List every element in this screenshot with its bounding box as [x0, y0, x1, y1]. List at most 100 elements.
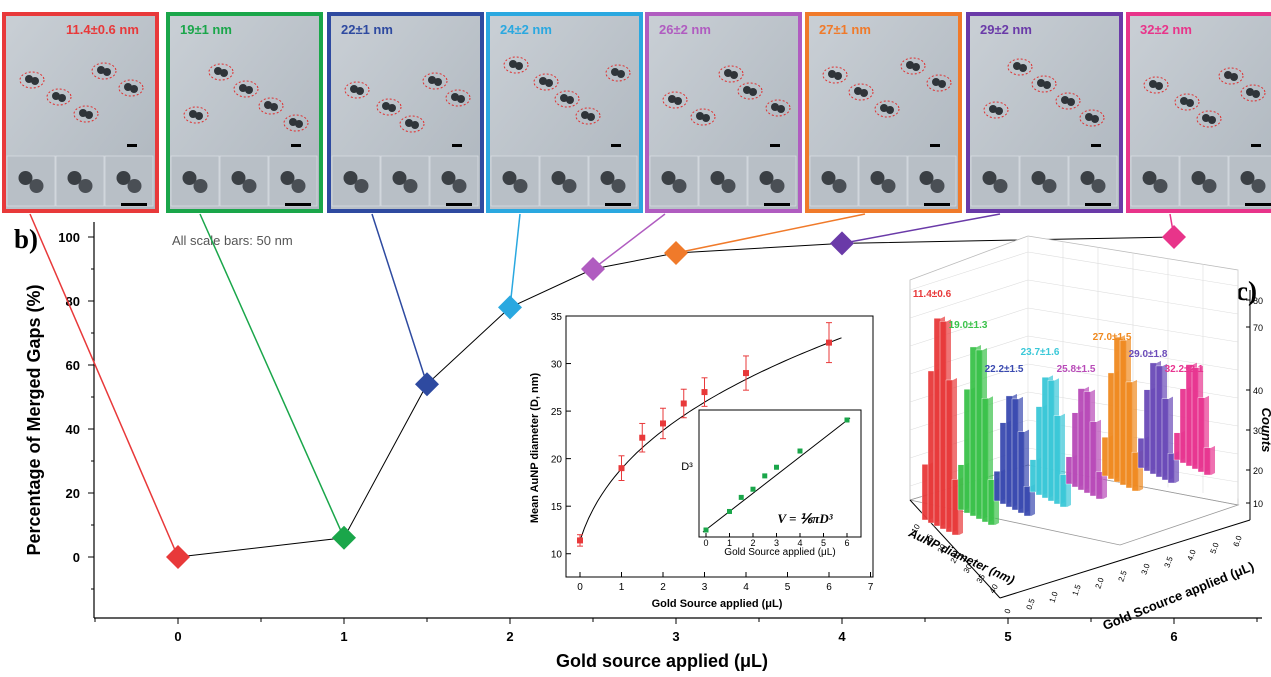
nanoparticle	[343, 171, 358, 185]
hist-series-bars	[1101, 335, 1143, 492]
merged-gap-circle	[900, 57, 926, 75]
histogram-labels: 11.4±0.6 19.0±1.3 22.2±1.5 23.7±1.6 25.8±1.5…	[913, 289, 1204, 375]
inset-d3-x-tick-label: 2	[750, 538, 755, 548]
hist-z-tick-label: 4.0	[1186, 548, 1198, 562]
inset-d3-point	[703, 527, 709, 533]
nanoparticle	[291, 179, 306, 193]
nanoparticle	[886, 106, 894, 114]
inset-d3-frame	[698, 409, 862, 538]
nanoparticle	[434, 78, 442, 86]
inset-d-x-label: Gold Source applied (μL)	[652, 598, 783, 610]
nanoparticle	[1042, 179, 1057, 193]
tem-connectors	[29, 213, 1175, 558]
nanoparticle	[710, 171, 725, 185]
nanoparticle	[551, 171, 566, 185]
x-tick-label: 5	[1004, 629, 1011, 644]
nanoparticle	[938, 80, 946, 88]
inset-d-x-tick-label: 4	[743, 582, 749, 593]
hist-series-bars	[993, 393, 1035, 517]
merged-gap-circle	[533, 73, 559, 91]
nanoparticle	[1153, 179, 1168, 193]
nanoparticle	[832, 179, 847, 193]
inset-d-x-tick-label: 6	[826, 582, 832, 593]
inset-d-frame	[565, 315, 874, 578]
x-tick-label: 6	[1170, 629, 1177, 644]
nanoparticle	[821, 171, 836, 185]
connector-line	[841, 213, 1001, 245]
data-point-diamond	[830, 231, 854, 256]
tem-panel-5: 26±2 nm	[645, 12, 802, 213]
merged-gap-circle	[1240, 84, 1266, 102]
connector-line	[675, 213, 866, 254]
merged-gap-circle	[554, 90, 580, 108]
tem-panel-2: 19±1 nm	[166, 12, 323, 213]
merged-gap-circle	[605, 64, 631, 82]
scale-bar	[1085, 203, 1111, 206]
hist-z-tick-label: 0	[1003, 607, 1013, 615]
nanoparticle	[58, 94, 66, 102]
hist-gridline	[909, 279, 1029, 319]
hist-gridline	[909, 307, 1029, 347]
merged-gap-circle	[73, 105, 99, 123]
nanoparticle	[116, 171, 131, 185]
nanoparticle	[182, 171, 197, 185]
merged-gap-circle	[422, 72, 448, 90]
data-point-diamond	[332, 525, 356, 550]
nanoparticle	[85, 111, 93, 119]
tem-frame	[966, 12, 1123, 213]
y-tick-label: 60	[66, 358, 80, 373]
nanoparticle	[513, 179, 528, 193]
nanoparticle	[881, 179, 896, 193]
hist-z-tick-label: 5.0	[1209, 541, 1221, 555]
inset-d3-x-tick-label: 6	[844, 538, 849, 548]
inset-d-x-tick-label: 1	[619, 582, 625, 593]
hist-bar-side	[1103, 469, 1107, 499]
tem-frame	[486, 12, 643, 213]
data-point-diamond	[664, 241, 688, 265]
scale-bar	[930, 144, 940, 147]
hist-gridline	[909, 251, 1029, 291]
scale-bar	[764, 203, 790, 206]
nanoparticle	[702, 114, 710, 122]
tem-size-label: 22±1 nm	[341, 22, 393, 37]
scale-bar	[452, 144, 462, 147]
x-axis-label: Gold source applied (μL)	[556, 651, 768, 671]
merged-gap-circle	[1174, 93, 1200, 111]
hist-z-tick-label: 2.0	[1094, 576, 1106, 590]
nanoparticle	[195, 112, 203, 120]
merged-gap-circle	[1007, 58, 1033, 76]
nanoparticle	[231, 171, 246, 185]
nanoparticle	[611, 179, 626, 193]
inset-d3-formula: V = ⅙πD³	[777, 511, 833, 526]
hist-y-tick-label: 40	[1253, 386, 1263, 396]
connector-line	[592, 213, 666, 270]
inset-d-point	[660, 420, 666, 427]
nanoparticle	[912, 63, 920, 71]
nanoparticle	[403, 179, 418, 193]
x-tick-label: 1	[340, 629, 347, 644]
hist-series-bars	[1173, 362, 1215, 476]
nanoparticle	[1019, 64, 1027, 72]
hist-series-label: 19.0±1.3	[949, 320, 988, 331]
nanoparticle	[411, 121, 419, 129]
inset-d3-point	[750, 486, 756, 492]
nanoparticle	[545, 79, 553, 87]
inset-d-x-tick-label: 3	[702, 582, 708, 593]
hist-z-tick-label: 6.0	[1232, 534, 1244, 548]
nanoparticle	[661, 171, 676, 185]
inset-d-point	[701, 389, 708, 396]
connector-line	[199, 213, 345, 539]
merged-gap-circle	[91, 62, 117, 80]
nanoparticle	[354, 179, 369, 193]
nanoparticle	[18, 171, 33, 185]
scale-bar-note: All scale bars: 50 nm	[172, 233, 293, 248]
hist-series-label: 25.8±1.5	[1057, 364, 1096, 375]
data-point-diamond	[1162, 225, 1186, 249]
inset-d-y-tick-label: 30	[551, 360, 563, 371]
merged-gap-circle	[1055, 92, 1081, 110]
inset-d3-x-tick-label: 4	[797, 538, 802, 548]
tem-panel-3: 22±1 nm	[327, 12, 484, 213]
nanoparticle	[566, 96, 574, 104]
